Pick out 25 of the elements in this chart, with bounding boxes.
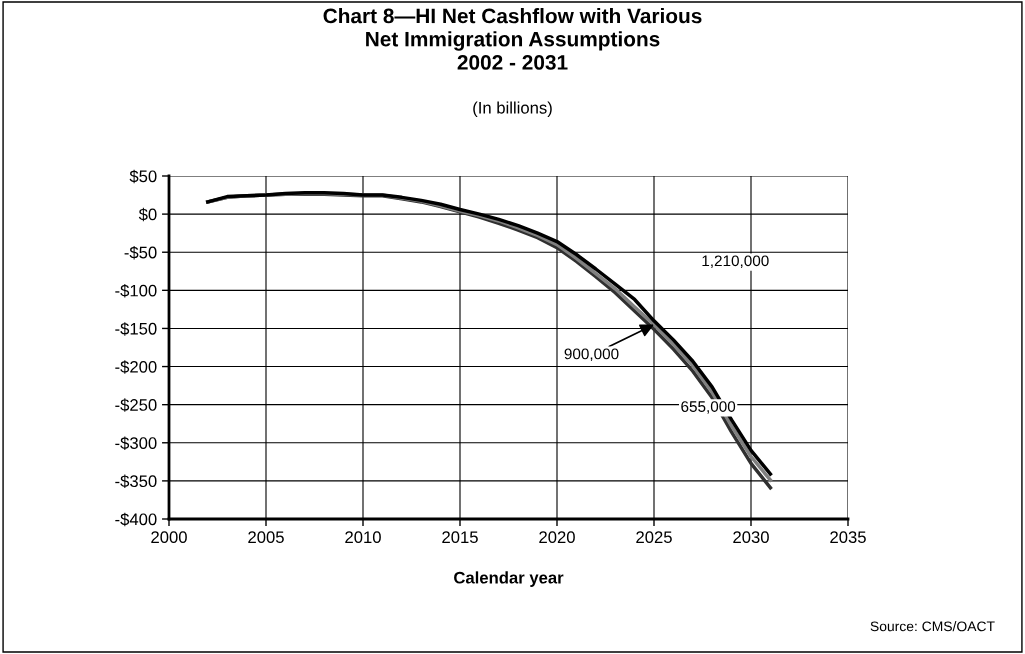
annotation: 655,000 xyxy=(681,401,736,414)
y-tick-label: -$400 xyxy=(115,512,157,527)
x-tick-label: 2025 xyxy=(636,531,672,544)
chart-title: Chart 8—HI Net Cashflow with Various Net Immigration Assumptions 2002 - 2031 xyxy=(323,8,702,70)
y-tick-label: -$300 xyxy=(115,436,157,450)
y-tick-label: -$350 xyxy=(115,474,157,489)
y-tick-label: $50 xyxy=(129,169,157,184)
y-tick-label: -$200 xyxy=(115,360,157,374)
x-tick-label: 2020 xyxy=(539,531,575,544)
annotation: 1,210,000 xyxy=(702,255,769,268)
x-axis-title: Calendar year xyxy=(454,571,564,587)
y-tick-label: -$50 xyxy=(124,245,157,260)
y-tick-label: -$250 xyxy=(115,398,157,412)
x-tick-label: 2005 xyxy=(248,531,284,544)
x-tick-label: 2015 xyxy=(442,531,478,544)
y-tick-label: -$100 xyxy=(115,284,157,298)
x-tick-label: 2000 xyxy=(151,531,187,544)
source-note: Source: CMS/OACT xyxy=(870,621,995,632)
y-tick-label: $0 xyxy=(138,207,157,222)
chart-subtitle: (In billions) xyxy=(473,101,552,117)
x-tick-label: 2030 xyxy=(733,531,769,544)
y-tick-label: -$150 xyxy=(115,322,157,336)
x-tick-label: 2010 xyxy=(345,531,381,544)
x-tick-label: 2035 xyxy=(830,531,866,544)
annotation: 900,000 xyxy=(564,348,619,362)
